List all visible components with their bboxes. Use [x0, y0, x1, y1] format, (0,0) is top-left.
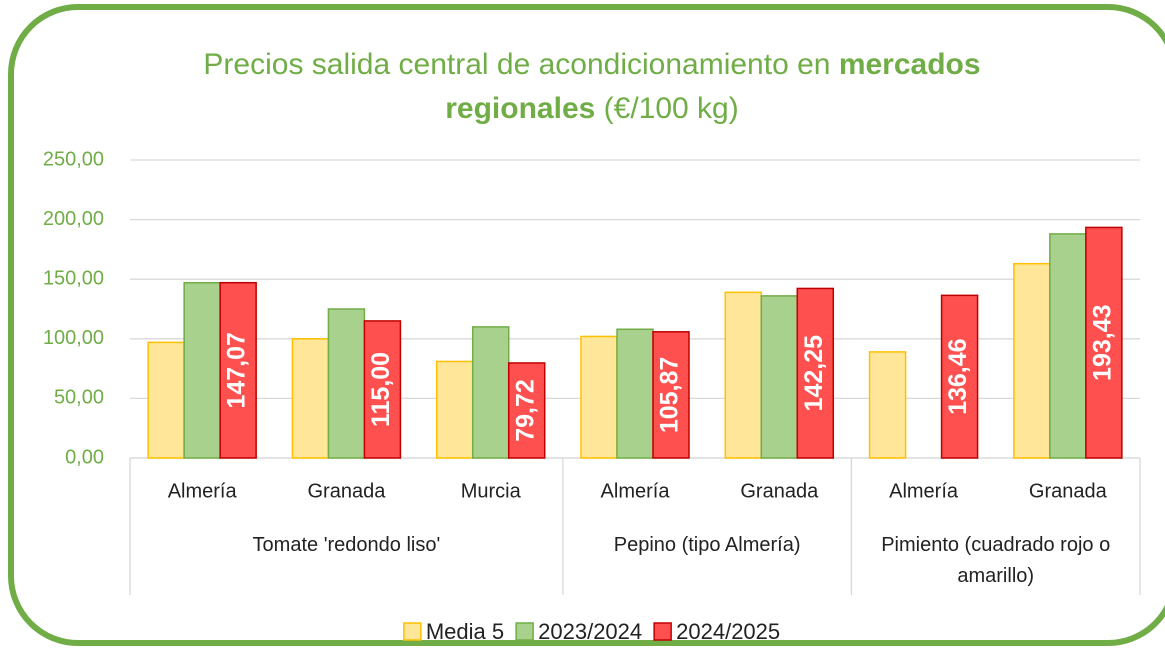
- legend: Media 5 2023/2024 2024/2025: [403, 619, 780, 644]
- bar: [868, 351, 907, 459]
- y-tick-label: 200,00: [43, 208, 104, 230]
- bar: [147, 341, 185, 459]
- x-tick-label: Granada: [1029, 480, 1108, 502]
- group-label: Pimiento (cuadrado rojo o amarillo): [881, 534, 1111, 587]
- bar: [327, 308, 366, 459]
- legend-label: 2024/2025: [676, 619, 780, 644]
- bar: [580, 335, 618, 459]
- bar: [616, 328, 654, 459]
- bar: [363, 320, 402, 459]
- x-tick-label: Almería: [601, 480, 671, 502]
- bar: [760, 295, 799, 459]
- data-label: 147,07: [223, 332, 251, 408]
- x-tick-label: Almería: [168, 480, 238, 502]
- bar: [796, 287, 835, 459]
- x-tick-label: Granada: [308, 480, 387, 502]
- title-part: Precios salida central de acondicionamie…: [203, 48, 838, 81]
- data-label: 142,25: [800, 335, 828, 412]
- data-label: 115,00: [367, 352, 395, 427]
- y-tick-label: 0,00: [65, 446, 104, 468]
- bar: [219, 281, 257, 459]
- bar: [471, 326, 510, 459]
- title-part: mercados: [839, 48, 981, 81]
- bar: [1013, 262, 1051, 459]
- y-tick-label: 250,00: [43, 148, 104, 170]
- bar: [1085, 226, 1123, 459]
- data-label: 79,72: [511, 379, 539, 442]
- bar: [183, 282, 221, 459]
- bar: [291, 338, 330, 459]
- title-part: (€/100 kg): [595, 92, 738, 125]
- legend-swatch: [403, 622, 422, 641]
- data-label: 105,87: [656, 357, 684, 433]
- legend-label: Media 5: [426, 619, 504, 644]
- data-label: 136,46: [944, 338, 972, 414]
- bar: [507, 362, 546, 459]
- bar: [435, 360, 474, 459]
- legend-swatch: [653, 622, 672, 641]
- bar: [724, 291, 763, 459]
- group-label: Pepino (tipo Almería): [613, 534, 801, 556]
- bar: [652, 331, 690, 459]
- y-tick-label: 100,00: [43, 327, 104, 349]
- frame: [8, 4, 1165, 646]
- legend-swatch: [515, 622, 534, 641]
- bar: [1049, 233, 1087, 459]
- x-tick-label: Granada: [740, 480, 819, 502]
- y-tick-label: 50,00: [54, 387, 104, 409]
- chart-title: Precios salida central de acondicionamie…: [203, 48, 980, 81]
- x-tick-label: Almería: [889, 480, 959, 502]
- group-label: Tomate 'redondo liso': [252, 534, 441, 556]
- legend-label: 2023/2024: [538, 619, 642, 644]
- y-tick-label: 150,00: [43, 267, 104, 289]
- title-part: regionales: [445, 92, 595, 125]
- bar: [940, 294, 979, 459]
- x-tick-label: Murcia: [461, 480, 522, 502]
- chart-title: regionales (€/100 kg): [445, 92, 738, 125]
- data-label: 193,43: [1088, 304, 1116, 380]
